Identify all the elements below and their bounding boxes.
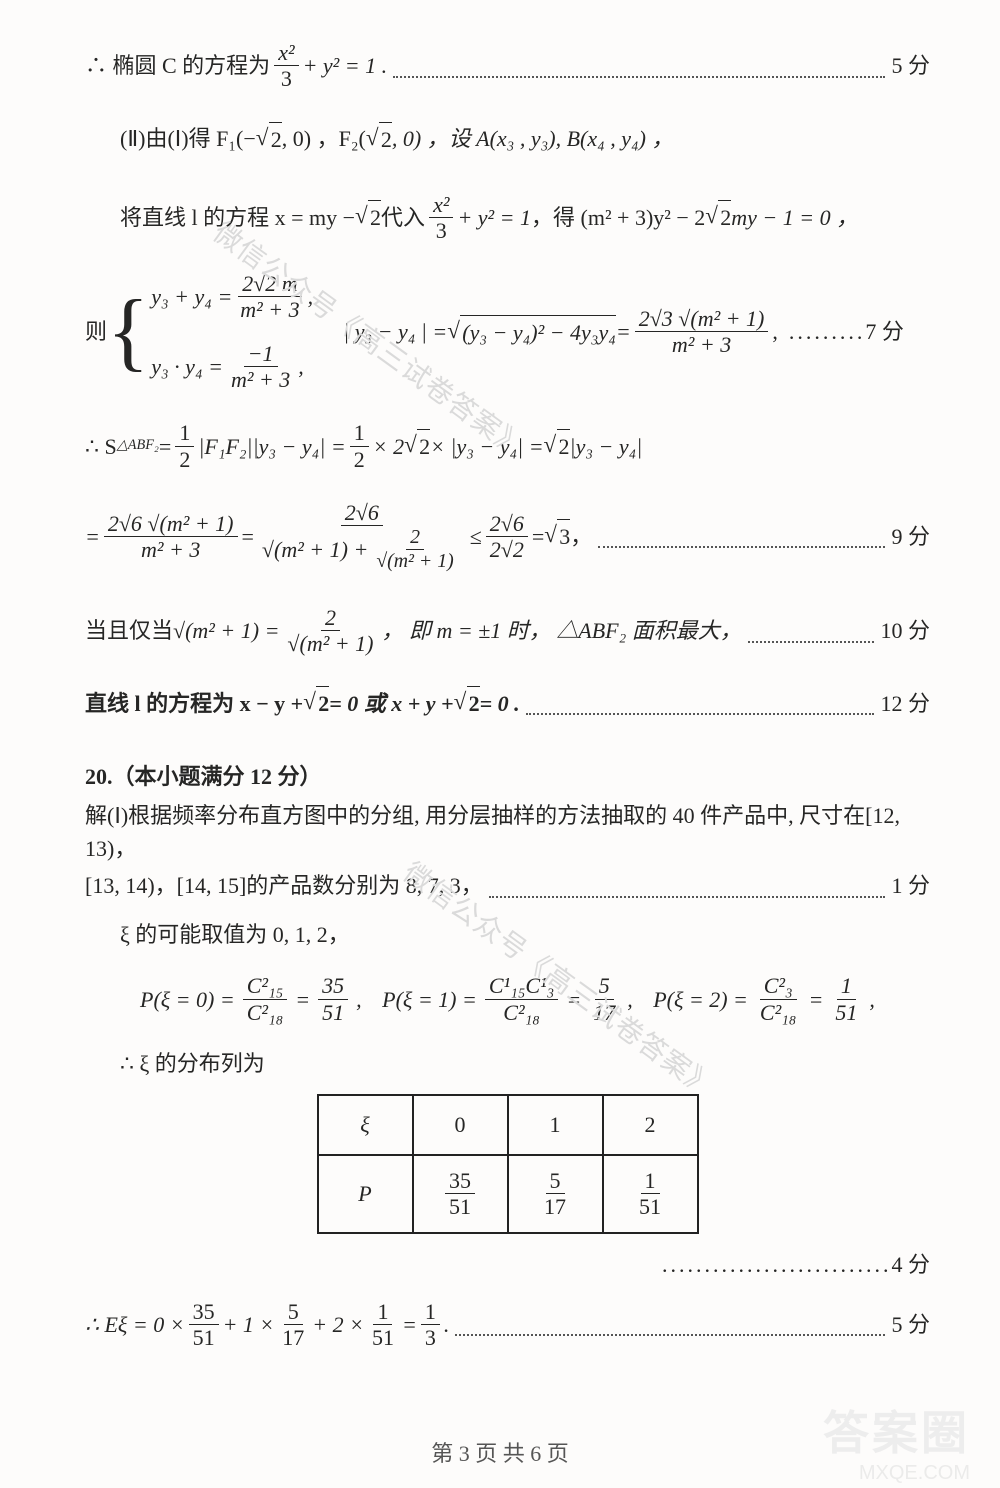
line-expectation: ∴ Eξ = 0 × 3551 + 1 × 517 + 2 × 151 = 13… [85, 1299, 930, 1351]
text: my − 1 = 0 ， [731, 201, 858, 234]
frac-x2-3b: x² 3 [429, 192, 453, 244]
dot-leader [748, 619, 875, 643]
line-substitute: 将直线 l 的方程 x = my − 2 代入 x² 3 + y² = 1 ，得… [85, 192, 930, 244]
line-area: ∴ S △ABF₂ = 12 |F₁F₂||y₃ − y₄| = 12 × 2 … [85, 420, 930, 472]
score-12: 12 分 [880, 687, 930, 720]
score-1: 1 分 [891, 869, 930, 902]
frac-c1: 2√6 √(m² + 1) m² + 3 [104, 511, 238, 563]
frac-x2-3: x² 3 [274, 40, 298, 92]
text: 将直线 l 的方程 x = my − [120, 201, 355, 234]
table-row: ξ 0 1 2 [318, 1095, 698, 1155]
line-ellipse-eq: ∴ 椭圆 C 的方程为 x² 3 + y² = 1 . 5 分 [85, 40, 930, 92]
line-iff: 当且仅当 √(m² + 1) = 2√(m² + 1) ， 即 m = ±1 时… [85, 605, 930, 657]
brace-system: { y₃ + y₄ = 2√2 mm² + 3 , y₃ · y₄ = −1m²… [107, 271, 313, 392]
sqrt-disc: (y₃ − y₄)² − 4y₃y₄ [460, 315, 616, 349]
eq: = [616, 315, 631, 348]
dot-leader [598, 524, 885, 548]
text: (Ⅱ)由(Ⅰ)得 F₁(− [120, 122, 256, 155]
text: ∴ 椭圆 C 的方程为 [85, 49, 270, 82]
frac-c2: 2√6 √(m² + 1) + 2 √(m² + 1) [258, 500, 466, 573]
sqrt2-4: 2 [718, 200, 731, 234]
dot-leader [526, 691, 875, 715]
frac-diff-result: 2√3 √(m² + 1) m² + 3 [635, 306, 769, 358]
left-brace: { [107, 301, 149, 363]
q20-line1: 解(Ⅰ)根据频率分布直方图中的分组, 用分层抽样的方法抽取的 40 件产品中, … [85, 799, 930, 865]
score-9: 9 分 [891, 520, 930, 553]
q20-line2: [13, 14)，[14, 15]的产品数分别为 8, 7, 3， 1 分 [85, 869, 930, 902]
dot-leader [393, 54, 885, 78]
sqrt2-3: 2 [368, 200, 381, 234]
subscript: △ABF₂ [117, 435, 159, 456]
sys-eq2: y₃ · y₄ = −1m² + 3 , [151, 341, 313, 393]
text: ，得 (m² + 3)y² − 2 [531, 201, 705, 234]
dot-leader [455, 1312, 885, 1336]
dist-label: ∴ ξ 的分布列为 [85, 1047, 930, 1080]
line-foci: (Ⅱ)由(Ⅰ)得 F₁(− 2 , 0) ，F₂( 2 , 0) ，设 A(x₃… [85, 122, 930, 156]
dots: ......... [789, 315, 866, 348]
sqrt2-1: 2 [269, 122, 282, 156]
text: 则 [85, 315, 107, 348]
score-5: 5 分 [891, 49, 930, 82]
xi-values: ξ 的可能取值为 0, 1, 2， [85, 918, 930, 951]
table-row: P 3551 517 151 [318, 1155, 698, 1233]
score-4: 4 分 [891, 1248, 930, 1281]
sqrt2-2: 2 [379, 122, 392, 156]
dot-leader [489, 874, 886, 898]
text: 代入 [381, 201, 425, 234]
text: ∴ S [85, 430, 117, 463]
sys-eq1: y₃ + y₄ = 2√2 mm² + 3 , [151, 271, 313, 323]
score-10: 10 分 [880, 614, 930, 647]
frac-c3: 2√6 2√2 [486, 511, 528, 563]
text: + y² = 1 . [303, 49, 388, 82]
q20-header: 20.（本小题满分 12 分） [85, 760, 930, 793]
page-footer: 第 3 页 共 6 页 [0, 1437, 1000, 1470]
line-score4: ........................... 4 分 [85, 1248, 930, 1281]
text: , 0) ，F₂( [282, 122, 366, 155]
line-probs: P(ξ = 0) = C²₁₅C²₁₈ = 3551 , P(ξ = 1) = … [85, 973, 930, 1025]
line-line-l: 直线 l 的方程为 x − y + 2 = 0 或 x + y + 2 = 0 … [85, 686, 930, 720]
abs-diff-lhs: | y₃ − y₄ | = [343, 315, 447, 348]
score-5b: 5 分 [891, 1308, 930, 1341]
distribution-table: ξ 0 1 2 P 3551 517 151 [317, 1094, 699, 1234]
line-chain: = 2√6 √(m² + 1) m² + 3 = 2√6 √(m² + 1) +… [85, 500, 930, 573]
line-system: 则 { y₃ + y₄ = 2√2 mm² + 3 , y₃ · y₄ = −1… [85, 271, 930, 392]
text: , 0) ，设 A(x₃ , y₃), B(x₄ , y₄) ， [392, 122, 674, 155]
score-7: 7 分 [865, 315, 904, 348]
